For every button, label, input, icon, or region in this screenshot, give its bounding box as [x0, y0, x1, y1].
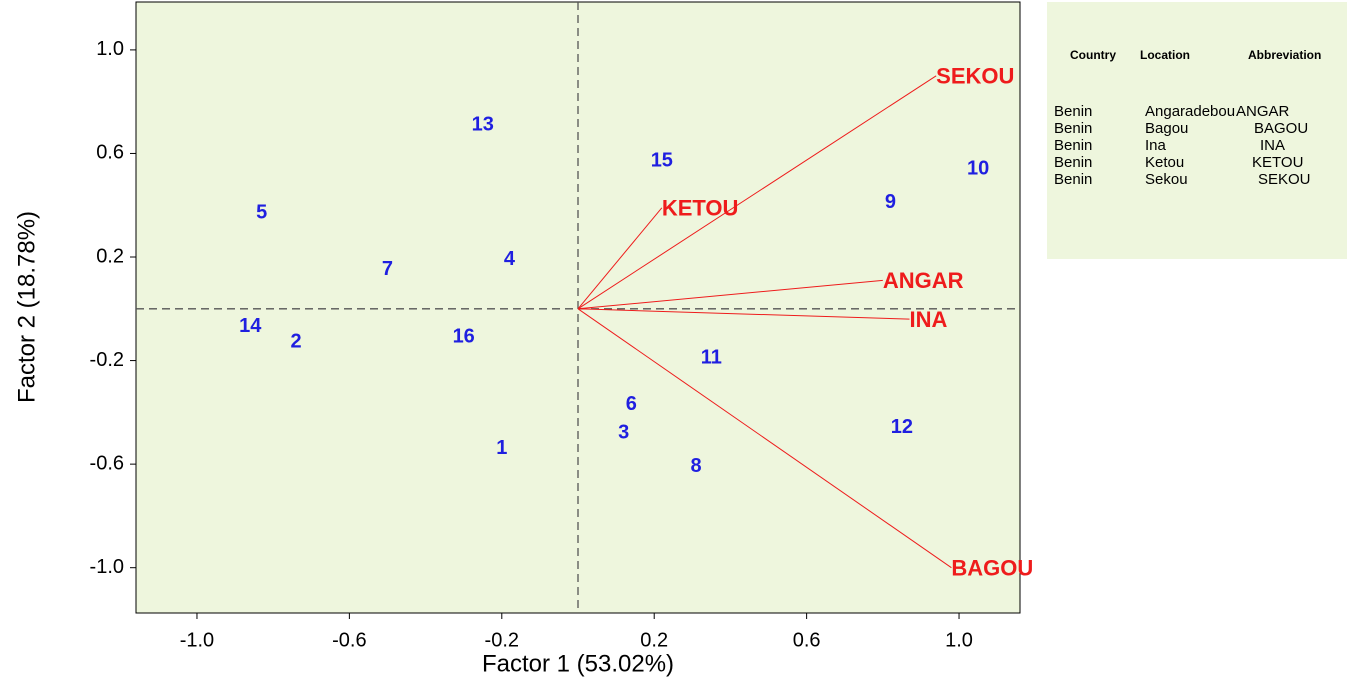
vector — [577, 207, 663, 310]
point-label: 9 — [885, 191, 896, 213]
legend-cell: Ina — [1145, 137, 1167, 154]
x-tick-label: 0.2 — [640, 629, 668, 651]
vector — [577, 308, 910, 320]
point-label: 3 — [618, 421, 629, 443]
legend-cell: Bagou — [1145, 120, 1188, 137]
x-tick-label: -1.0 — [180, 629, 214, 651]
point-label: 11 — [701, 346, 722, 368]
vector-label: ANGAR — [883, 268, 964, 293]
legend-cell: SEKOU — [1258, 171, 1311, 188]
vector-label: KETOU — [662, 196, 739, 221]
legend-cell: BAGOU — [1254, 120, 1308, 137]
vector — [577, 279, 883, 310]
point-label: 8 — [691, 455, 702, 477]
vector-label: BAGOU — [951, 556, 1033, 581]
legend-cell: Benin — [1054, 154, 1092, 171]
x-tick-label: -0.2 — [485, 629, 519, 651]
legend-cell: Angaradebou — [1145, 103, 1235, 120]
y-tick-label: 0.2 — [96, 245, 124, 267]
vector-label: SEKOU — [936, 64, 1014, 89]
vector — [577, 75, 937, 310]
legend-cell: ANGAR — [1236, 103, 1290, 120]
point-label: 16 — [453, 326, 475, 348]
point-label: 5 — [256, 201, 267, 223]
legend-box — [1047, 2, 1347, 259]
point-label: 13 — [472, 113, 494, 135]
y-tick-label: -1.0 — [90, 556, 124, 578]
legend-cell: Benin — [1054, 171, 1092, 188]
y-tick-label: 1.0 — [96, 38, 124, 60]
point-label: 10 — [967, 157, 989, 179]
point-label: 2 — [290, 331, 301, 353]
y-tick-label: 0.6 — [96, 142, 124, 164]
x-axis-label: Factor 1 (53.02%) — [482, 650, 674, 677]
point-label: 14 — [239, 315, 262, 337]
y-tick-label: -0.2 — [90, 349, 124, 371]
legend-cell: Benin — [1054, 120, 1092, 137]
legend-cell: Sekou — [1145, 171, 1188, 188]
x-tick-label: -0.6 — [332, 629, 366, 651]
x-tick-label: 1.0 — [945, 629, 973, 651]
legend-header: Abbreviation — [1248, 48, 1321, 62]
point-label: 7 — [382, 258, 393, 280]
legend-cell: Benin — [1054, 103, 1092, 120]
vector — [577, 308, 952, 569]
point-label: 1 — [496, 437, 507, 459]
point-label: 12 — [891, 416, 913, 438]
point-label: 15 — [651, 150, 673, 172]
x-tick-label: 0.6 — [793, 629, 821, 651]
legend-cell: KETOU — [1252, 154, 1303, 171]
point-label: 4 — [504, 248, 516, 270]
vector-label: INA — [910, 307, 948, 332]
y-axis-label: Factor 2 (18.78%) — [13, 211, 40, 403]
legend-cell: INA — [1260, 137, 1285, 154]
legend-cell: Benin — [1054, 137, 1092, 154]
point-label: 6 — [626, 393, 637, 415]
legend-header: Location — [1140, 48, 1190, 62]
y-tick-label: -0.6 — [90, 452, 124, 474]
legend-header: Country — [1070, 48, 1116, 62]
legend-cell: Ketou — [1145, 154, 1184, 171]
